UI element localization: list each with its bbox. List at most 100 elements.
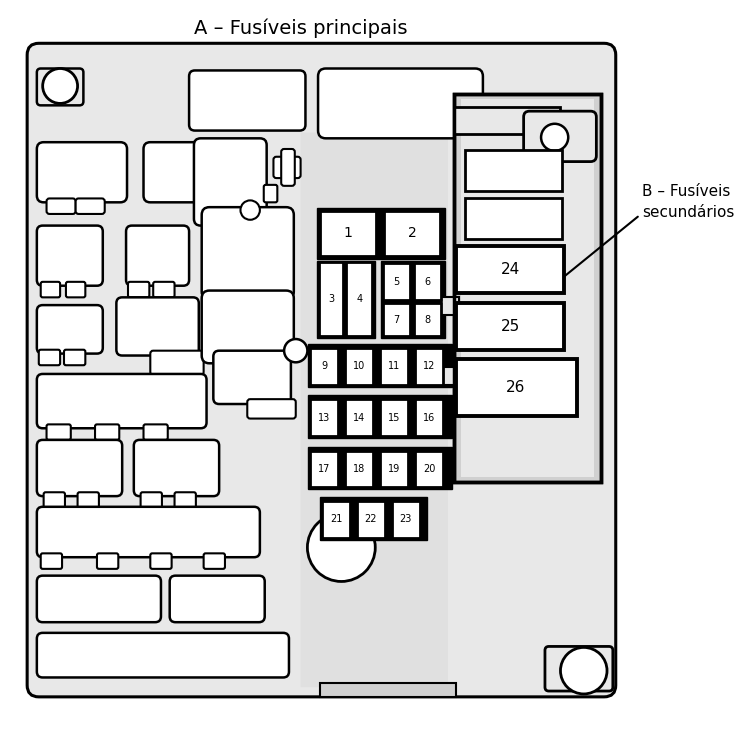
Bar: [456, 303, 564, 349]
Bar: [454, 94, 602, 481]
Bar: [380, 399, 408, 436]
Text: 23: 23: [400, 514, 412, 524]
Text: 15: 15: [388, 413, 400, 422]
Circle shape: [284, 339, 308, 362]
Bar: [414, 264, 441, 300]
FancyBboxPatch shape: [97, 554, 118, 569]
FancyBboxPatch shape: [143, 142, 231, 203]
FancyBboxPatch shape: [202, 207, 294, 299]
Text: 22: 22: [364, 514, 377, 524]
Bar: [346, 262, 372, 336]
FancyBboxPatch shape: [46, 425, 70, 440]
FancyBboxPatch shape: [39, 349, 60, 365]
FancyBboxPatch shape: [170, 576, 265, 622]
FancyBboxPatch shape: [46, 198, 76, 214]
Bar: [460, 98, 595, 477]
FancyBboxPatch shape: [150, 554, 172, 569]
Text: 9: 9: [321, 361, 328, 371]
Bar: [322, 501, 350, 538]
FancyBboxPatch shape: [194, 139, 267, 226]
Bar: [380, 451, 408, 487]
FancyBboxPatch shape: [27, 43, 616, 697]
Text: 17: 17: [318, 464, 331, 474]
Text: 10: 10: [353, 361, 365, 371]
FancyBboxPatch shape: [44, 492, 65, 508]
Circle shape: [541, 124, 568, 151]
Bar: [415, 348, 443, 384]
Text: 25: 25: [500, 319, 520, 334]
Text: 13: 13: [318, 413, 331, 422]
FancyBboxPatch shape: [37, 576, 161, 622]
FancyBboxPatch shape: [76, 198, 105, 214]
Bar: [456, 246, 564, 293]
Text: A – Fusíveis principais: A – Fusíveis principais: [194, 18, 407, 37]
FancyBboxPatch shape: [153, 282, 175, 297]
FancyBboxPatch shape: [37, 440, 122, 496]
Text: 21: 21: [330, 514, 342, 524]
Text: 8: 8: [424, 314, 430, 325]
Bar: [466, 150, 562, 191]
Bar: [320, 497, 427, 540]
Bar: [456, 359, 577, 416]
Bar: [317, 208, 445, 259]
FancyBboxPatch shape: [248, 399, 296, 419]
FancyBboxPatch shape: [213, 351, 291, 404]
FancyBboxPatch shape: [204, 554, 225, 569]
Bar: [380, 348, 408, 384]
Bar: [308, 447, 452, 489]
Bar: [310, 399, 338, 436]
Bar: [345, 348, 374, 384]
Text: 6: 6: [424, 277, 430, 287]
FancyBboxPatch shape: [228, 165, 244, 186]
Bar: [381, 261, 445, 338]
Circle shape: [560, 647, 607, 694]
Bar: [319, 262, 344, 336]
FancyBboxPatch shape: [264, 185, 278, 203]
FancyBboxPatch shape: [37, 374, 206, 428]
Bar: [357, 501, 385, 538]
FancyBboxPatch shape: [37, 226, 103, 286]
FancyBboxPatch shape: [37, 305, 103, 354]
FancyBboxPatch shape: [281, 149, 295, 186]
FancyBboxPatch shape: [116, 297, 199, 355]
FancyBboxPatch shape: [545, 647, 613, 691]
Bar: [415, 451, 443, 487]
FancyBboxPatch shape: [301, 133, 448, 687]
FancyBboxPatch shape: [318, 69, 483, 139]
FancyBboxPatch shape: [37, 633, 289, 677]
Circle shape: [308, 513, 375, 581]
FancyBboxPatch shape: [150, 351, 204, 375]
Text: 14: 14: [353, 413, 365, 422]
Bar: [320, 683, 456, 697]
FancyBboxPatch shape: [95, 425, 119, 440]
FancyBboxPatch shape: [274, 156, 301, 178]
Circle shape: [241, 200, 260, 220]
FancyBboxPatch shape: [40, 554, 62, 569]
Bar: [308, 396, 452, 438]
FancyBboxPatch shape: [202, 291, 294, 364]
Text: 16: 16: [423, 413, 435, 422]
Bar: [383, 303, 410, 336]
FancyBboxPatch shape: [64, 349, 86, 365]
Bar: [441, 297, 459, 315]
FancyBboxPatch shape: [143, 425, 168, 440]
FancyBboxPatch shape: [126, 226, 189, 286]
Bar: [345, 399, 374, 436]
Bar: [310, 348, 338, 384]
FancyBboxPatch shape: [128, 282, 149, 297]
FancyBboxPatch shape: [189, 71, 305, 130]
Bar: [414, 303, 441, 336]
FancyBboxPatch shape: [77, 492, 99, 508]
Bar: [392, 501, 420, 538]
Bar: [308, 344, 452, 387]
Text: 3: 3: [328, 294, 334, 304]
Text: 24: 24: [500, 261, 520, 276]
Bar: [454, 107, 560, 134]
FancyBboxPatch shape: [37, 507, 260, 557]
Text: 11: 11: [388, 361, 400, 371]
Circle shape: [43, 69, 77, 104]
Bar: [384, 211, 440, 256]
Text: 5: 5: [394, 277, 400, 287]
Text: 2: 2: [408, 226, 416, 241]
FancyBboxPatch shape: [37, 69, 83, 105]
